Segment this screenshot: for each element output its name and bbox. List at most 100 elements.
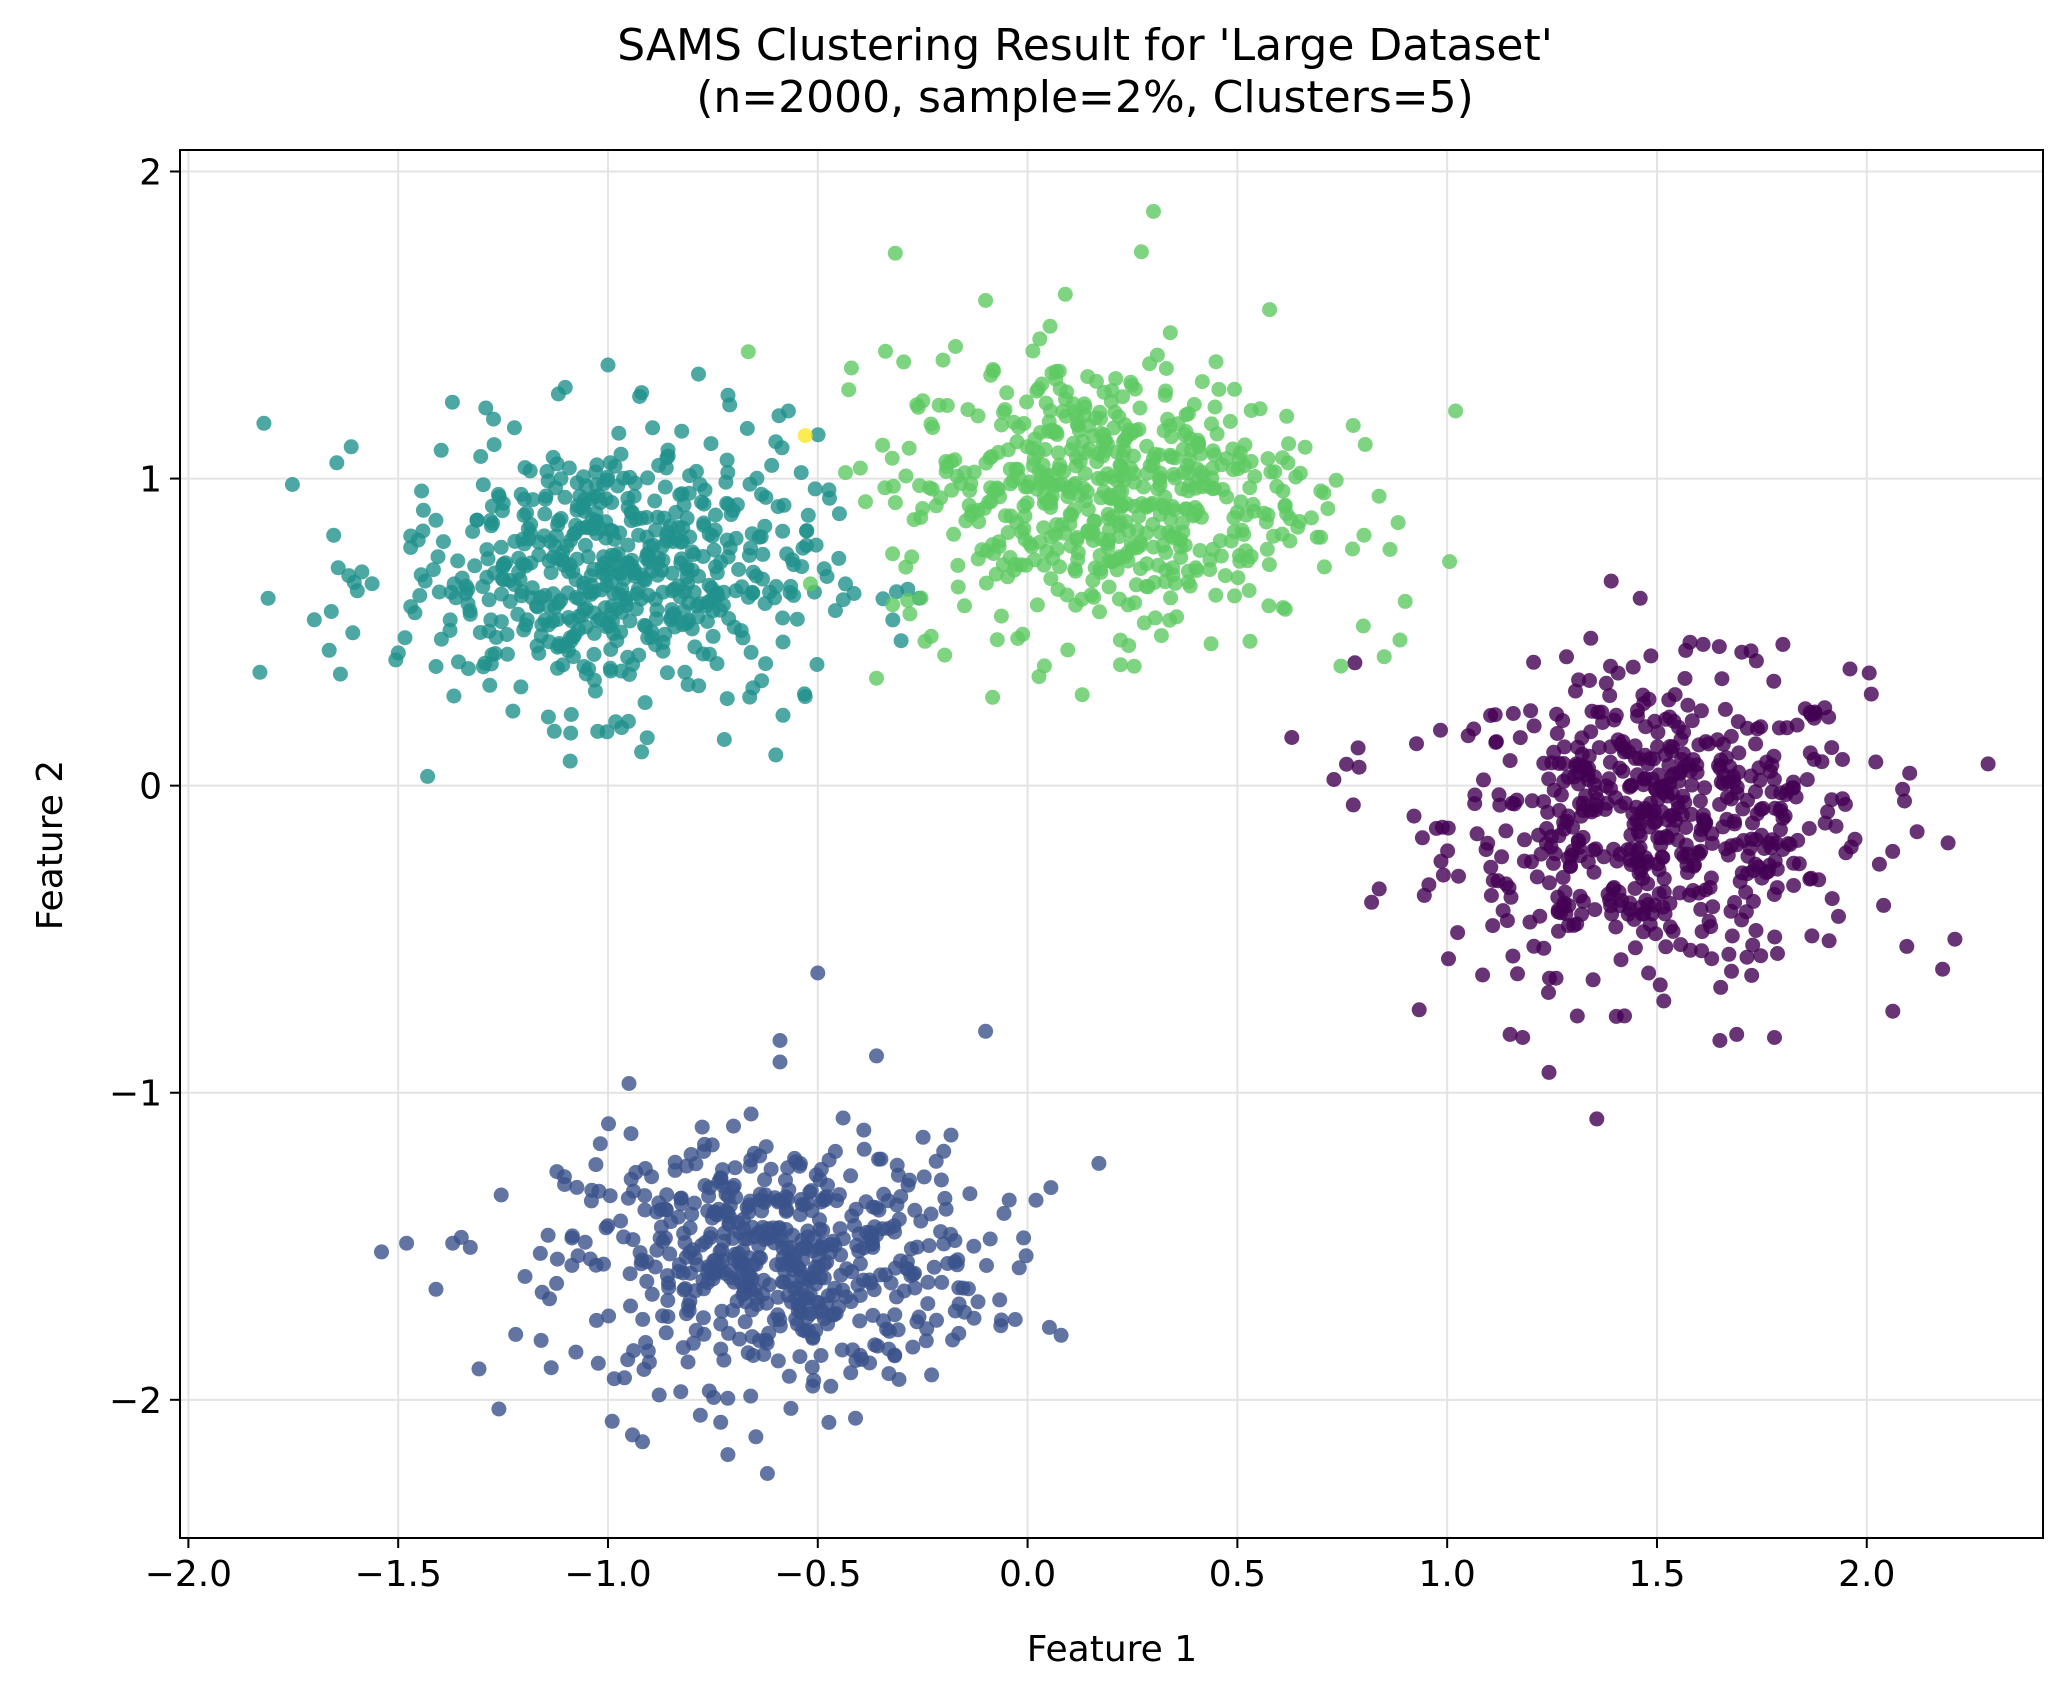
data-point-cluster-3 xyxy=(935,352,951,368)
data-point-cluster-2 xyxy=(628,601,644,617)
data-point-cluster-2 xyxy=(562,753,578,769)
data-point-cluster-1 xyxy=(911,1309,927,1325)
data-point-cluster-0 xyxy=(1594,704,1610,720)
data-point-cluster-3 xyxy=(1011,470,1027,486)
data-point-cluster-2 xyxy=(764,457,780,473)
data-point-cluster-3 xyxy=(1163,590,1179,606)
data-point-cluster-1 xyxy=(626,1343,642,1359)
data-point-cluster-2 xyxy=(718,474,734,490)
data-point-cluster-2 xyxy=(516,491,532,507)
data-point-cluster-1 xyxy=(557,1177,573,1192)
data-point-cluster-0 xyxy=(1441,951,1456,967)
data-point-cluster-1 xyxy=(772,1054,788,1070)
data-point-cluster-0 xyxy=(1467,787,1483,803)
data-point-cluster-2 xyxy=(655,643,671,659)
data-point-cluster-2 xyxy=(731,562,747,577)
data-point-cluster-1 xyxy=(850,1277,866,1293)
data-point-cluster-3 xyxy=(1345,418,1361,433)
data-point-cluster-2 xyxy=(679,569,695,585)
data-point-cluster-0 xyxy=(1789,717,1805,733)
data-point-cluster-3 xyxy=(838,465,853,481)
data-point-cluster-1 xyxy=(374,1244,389,1260)
data-point-cluster-2 xyxy=(719,691,735,707)
data-point-cluster-0 xyxy=(1526,654,1542,670)
data-point-cluster-0 xyxy=(1697,780,1713,796)
data-point-cluster-2 xyxy=(412,588,428,603)
data-point-cluster-2 xyxy=(563,725,579,741)
data-point-cluster-2 xyxy=(827,603,843,619)
data-point-cluster-1 xyxy=(800,1298,816,1314)
data-point-cluster-1 xyxy=(651,1387,667,1403)
data-point-cluster-3 xyxy=(1093,411,1108,427)
data-point-cluster-2 xyxy=(729,497,745,513)
data-point-cluster-3 xyxy=(970,408,986,424)
data-point-cluster-1 xyxy=(681,1298,696,1314)
x-tick-label: 1.5 xyxy=(1628,1554,1685,1595)
data-point-cluster-2 xyxy=(519,612,535,628)
data-point-cluster-0 xyxy=(1704,951,1720,967)
data-point-cluster-2 xyxy=(660,448,676,464)
data-point-cluster-2 xyxy=(479,542,495,558)
data-point-cluster-0 xyxy=(1622,852,1638,868)
data-point-cluster-2 xyxy=(743,540,758,556)
data-point-cluster-0 xyxy=(1655,899,1671,915)
data-point-cluster-2 xyxy=(741,589,756,605)
data-point-cluster-1 xyxy=(937,1190,953,1206)
data-point-cluster-0 xyxy=(1935,961,1951,977)
data-point-cluster-1 xyxy=(673,1190,689,1206)
data-point-cluster-1 xyxy=(759,1466,775,1481)
data-point-cluster-0 xyxy=(1694,943,1710,959)
data-point-cluster-0 xyxy=(1788,789,1804,805)
data-point-cluster-1 xyxy=(662,1246,678,1262)
data-point-cluster-0 xyxy=(1503,889,1519,905)
data-point-cluster-2 xyxy=(516,536,532,552)
data-point-cluster-0 xyxy=(1498,876,1514,892)
data-point-cluster-2 xyxy=(523,555,539,571)
data-point-cluster-1 xyxy=(625,1232,641,1248)
data-point-cluster-2 xyxy=(793,465,809,481)
data-point-cluster-1 xyxy=(881,1366,897,1382)
data-point-cluster-2 xyxy=(415,502,431,518)
data-point-cluster-0 xyxy=(1523,703,1539,719)
data-point-cluster-1 xyxy=(770,1353,786,1369)
data-point-cluster-2 xyxy=(739,421,755,436)
data-point-cluster-3 xyxy=(1397,593,1413,609)
data-point-cluster-3 xyxy=(912,478,928,494)
data-point-cluster-1 xyxy=(800,1223,816,1239)
data-point-cluster-2 xyxy=(415,523,431,539)
data-point-cluster-1 xyxy=(637,1188,653,1204)
data-point-cluster-0 xyxy=(1909,824,1925,840)
data-point-cluster-2 xyxy=(364,576,380,592)
x-tick-label: −2.0 xyxy=(145,1554,232,1595)
data-point-cluster-2 xyxy=(749,470,765,486)
data-point-cluster-2 xyxy=(553,471,569,487)
data-point-cluster-0 xyxy=(1837,796,1853,812)
data-point-cluster-3 xyxy=(1101,579,1117,595)
data-point-cluster-0 xyxy=(1817,815,1833,831)
data-point-cluster-3 xyxy=(1192,543,1208,558)
data-point-cluster-2 xyxy=(482,677,498,693)
data-point-cluster-0 xyxy=(1326,772,1342,787)
data-point-cluster-2 xyxy=(775,634,791,650)
data-point-cluster-2 xyxy=(306,612,322,628)
data-point-cluster-0 xyxy=(1632,840,1648,856)
data-point-cluster-1 xyxy=(880,1193,896,1209)
data-point-cluster-3 xyxy=(841,382,857,398)
data-point-cluster-0 xyxy=(1647,713,1663,729)
data-point-cluster-1 xyxy=(943,1226,959,1242)
data-point-cluster-3 xyxy=(1233,494,1249,510)
data-point-cluster-3 xyxy=(1042,318,1058,334)
data-point-cluster-0 xyxy=(1748,736,1764,752)
data-point-cluster-3 xyxy=(1018,557,1034,573)
data-point-cluster-2 xyxy=(835,592,851,608)
data-point-cluster-0 xyxy=(1680,697,1696,713)
data-point-cluster-3 xyxy=(1050,445,1066,461)
data-point-cluster-2 xyxy=(561,460,577,476)
data-point-cluster-2 xyxy=(493,614,509,630)
data-point-cluster-0 xyxy=(1526,718,1542,734)
data-point-cluster-2 xyxy=(620,537,636,553)
data-point-cluster-1 xyxy=(920,1296,936,1312)
data-point-cluster-0 xyxy=(1641,965,1657,981)
data-point-cluster-2 xyxy=(499,627,515,642)
